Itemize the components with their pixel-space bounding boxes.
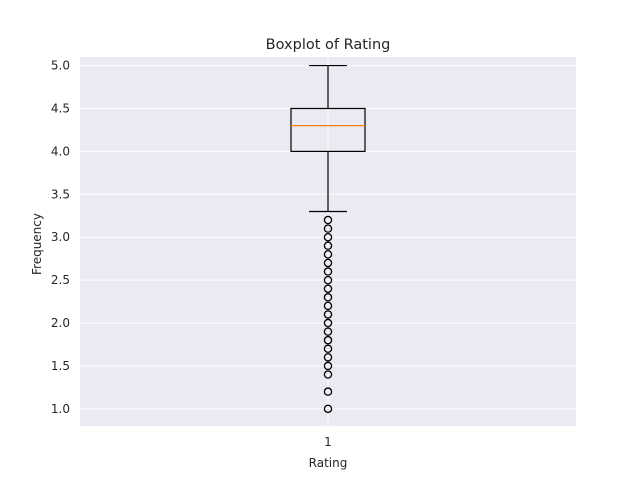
outlier-point [323,361,333,371]
outlier-point [323,353,333,362]
y-tick-label: 2.5 [51,273,70,287]
outlier-point [323,215,333,225]
y-tick-label: 1.5 [51,359,70,373]
outlier-point [323,224,333,233]
box-plot [290,64,366,213]
y-axis-label: Frequency [30,213,44,275]
outlier-point [323,301,333,311]
y-tick-label: 1.0 [51,402,70,416]
outlier-point [323,370,333,379]
x-tick-label: 1 [324,435,332,449]
outlier-point [323,318,333,328]
y-tick-label: 4.0 [51,144,70,158]
x-tick-labels: 1 [324,435,332,449]
y-tick-label: 5.0 [51,59,70,73]
iqr-box [290,107,366,152]
outlier-point [323,327,333,336]
outlier-point [323,232,333,242]
y-tick-label: 2.0 [51,316,70,330]
outlier-point [323,275,333,285]
outlier-point [323,258,333,268]
outlier-point [323,387,333,396]
outlier-point [323,310,333,319]
x-axis-label: Rating [309,456,348,470]
outlier-point [323,293,333,302]
y-tick-label: 3.0 [51,230,70,244]
outlier-point [323,404,333,414]
chart-title: Boxplot of Rating [266,37,391,53]
outlier-point [323,250,333,259]
outliers [323,215,333,414]
outlier-point [323,335,333,345]
outlier-point [323,284,333,293]
y-tick-labels: 1.0 1.5 2.0 2.5 3.0 3.5 4.0 4.5 5.0 [51,59,70,416]
outlier-point [323,267,333,276]
y-tick-label: 4.5 [51,101,70,115]
outlier-point [323,344,333,354]
y-tick-label: 3.5 [51,187,70,201]
outlier-point [323,241,333,251]
